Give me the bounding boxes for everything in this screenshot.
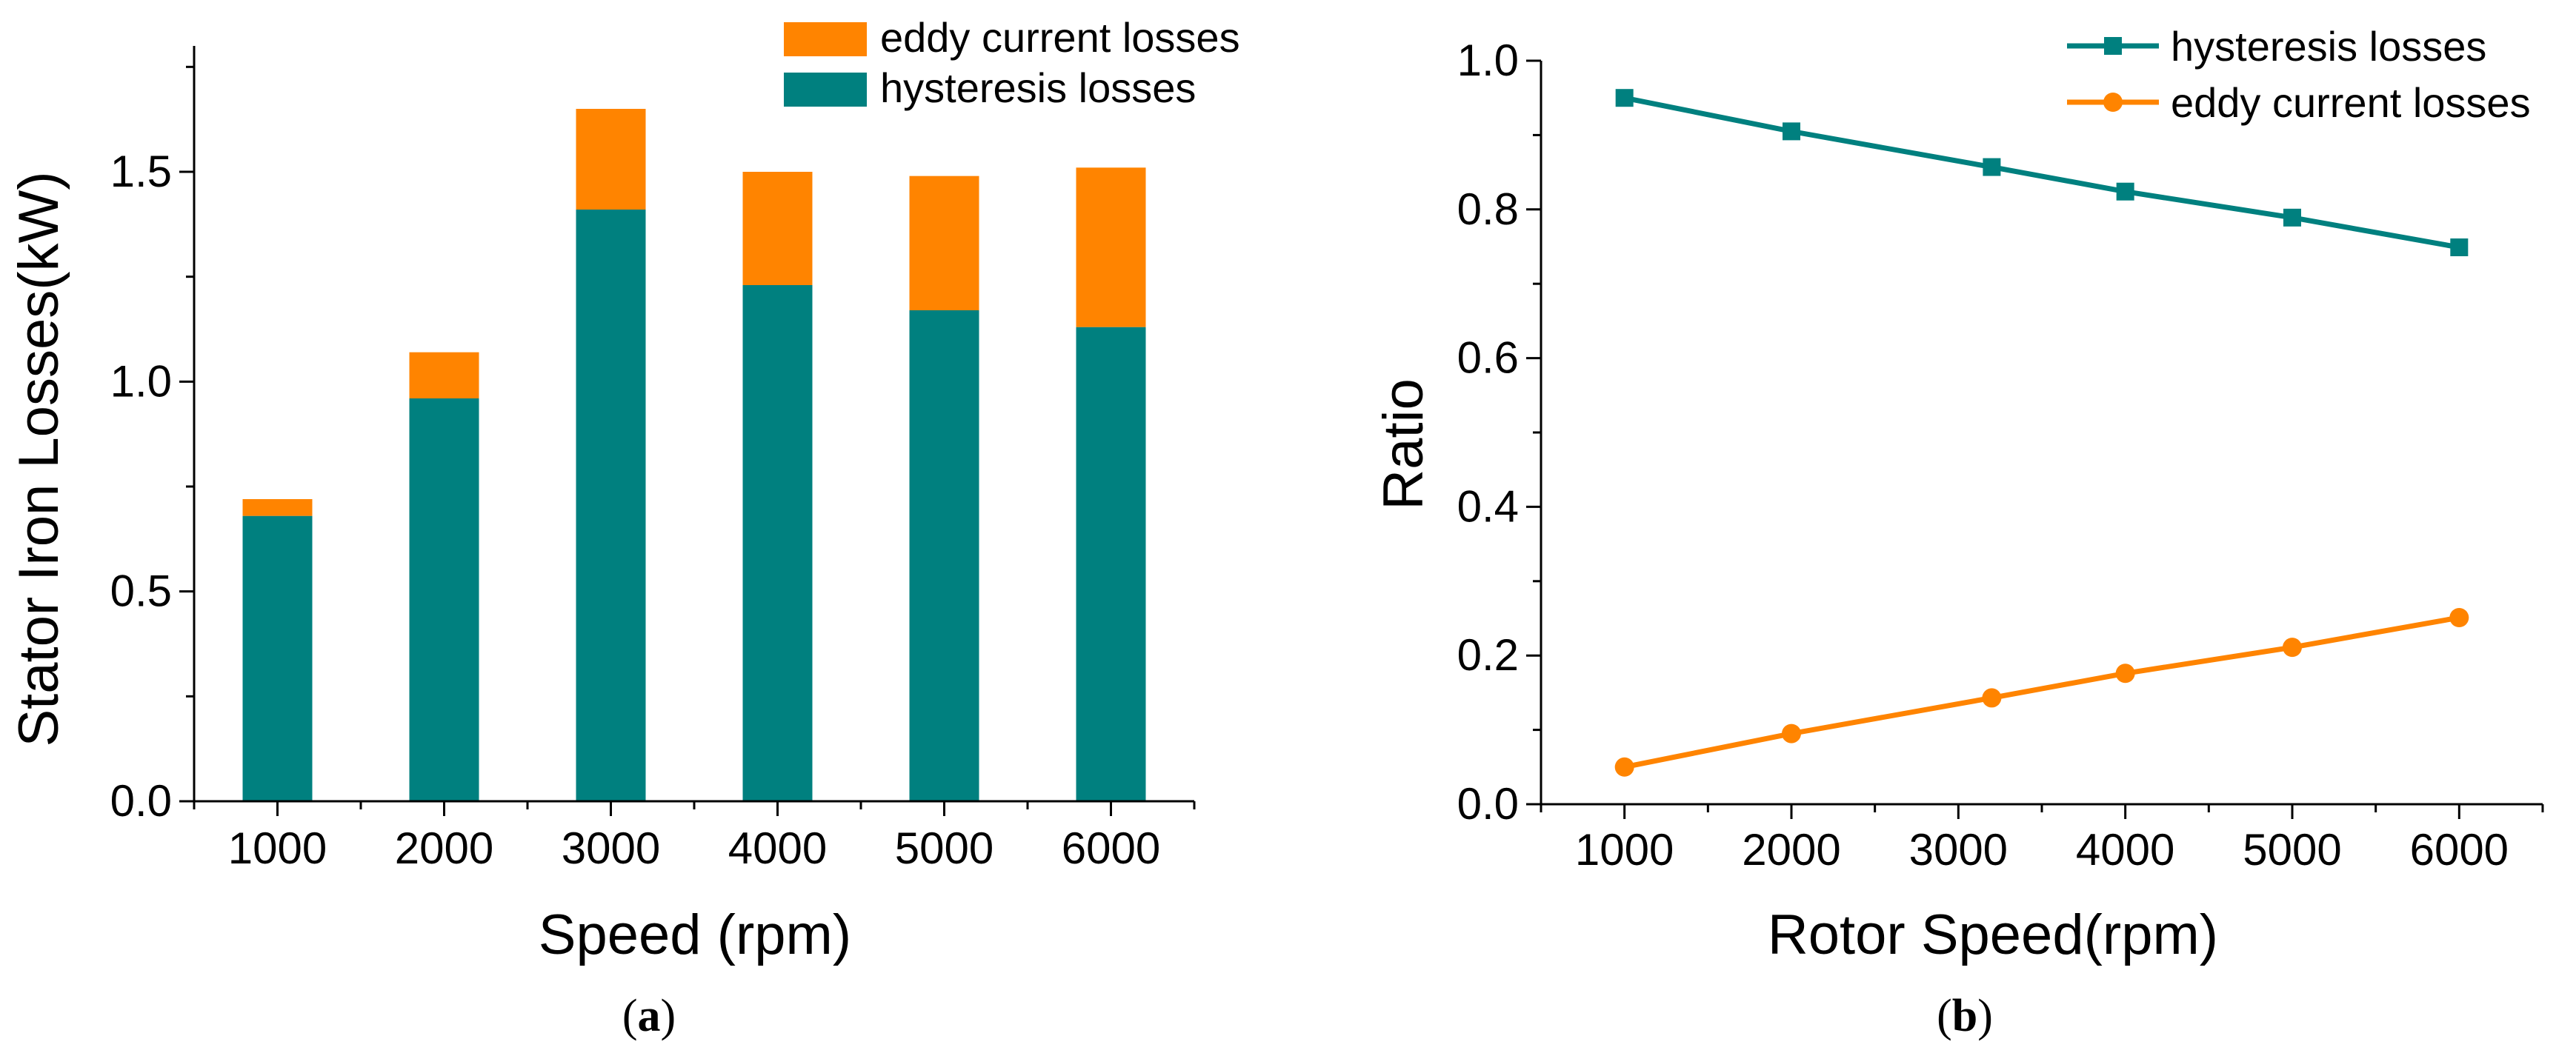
b-y-tick-label: 0.4: [1457, 481, 1519, 531]
a-legend-label-eddy-current-losses: eddy current losses: [880, 14, 1240, 61]
b-line-eddy-current-losses: [1623, 615, 2460, 770]
b-x-axis-title: Rotor Speed(rpm): [1768, 903, 2218, 966]
a-x-tick-label: 3000: [562, 823, 660, 873]
a-bar-hysteresis-losses-5000: [909, 310, 979, 801]
a-bar-eddy-current-losses-2000: [409, 352, 479, 398]
a-bar-eddy-current-losses-6000: [1076, 167, 1146, 327]
a-y-axis-title: Stator Iron Losses(kW): [7, 171, 70, 746]
a-y-tick-label: 1.0: [110, 356, 172, 406]
b-legend-label-hysteresis-losses: hysteresis losses: [2171, 23, 2486, 70]
b-point-hysteresis-losses: [2450, 238, 2469, 257]
b-point-eddy-current-losses: [2115, 664, 2135, 684]
b-y-tick-label: 0.6: [1457, 333, 1519, 383]
a-bar-hysteresis-losses-2000: [409, 398, 479, 801]
a-legend-label-hysteresis-losses: hysteresis losses: [880, 64, 1196, 111]
b-x-tick-label: 3000: [1909, 825, 2008, 875]
a-y-tick-label: 1.5: [110, 147, 172, 196]
b-y-tick-label: 0.0: [1457, 779, 1519, 829]
a-x-tick-label: 5000: [895, 823, 994, 873]
b-axes: [1540, 61, 2543, 806]
b-legend-label-eddy-current-losses: eddy current losses: [2171, 79, 2531, 126]
a-bar-hysteresis-losses-3000: [576, 210, 646, 801]
b-x-tick-label: 4000: [2076, 825, 2174, 875]
b-y-axis-title: Ratio: [1372, 378, 1435, 509]
b-point-eddy-current-losses: [2283, 638, 2302, 658]
a-legend-swatch-hysteresis-losses: [784, 73, 867, 107]
a-y-tick-label: 0.5: [110, 567, 172, 616]
b-point-hysteresis-losses: [2283, 208, 2301, 227]
b-line-hysteresis-losses: [1623, 95, 2460, 250]
b-point-hysteresis-losses: [1783, 122, 1800, 141]
b-point-eddy-current-losses: [1782, 724, 1801, 743]
b-ticks: 0.0 0.2 0.4 0.6 0.8 1.0 1000 2000 3000 4000 5000 60…: [1457, 36, 2544, 875]
b-y-tick-label: 0.2: [1457, 630, 1519, 680]
panel-b-line-chart: 0.0 0.2 0.4 0.6 0.8 1.0 1000 2000 3000 4000 5000 60…: [1372, 23, 2544, 1041]
b-legend: hysteresis losses eddy current losses: [2067, 23, 2531, 126]
a-bar-hysteresis-losses-6000: [1076, 327, 1146, 802]
a-legend-swatch-eddy-current-losses: [784, 22, 867, 56]
b-x-tick-label: 5000: [2243, 825, 2341, 875]
b-legend-marker-hysteresis-losses: [2104, 37, 2122, 55]
a-x-axis-title: Speed (rpm): [539, 903, 851, 966]
b-lines: [1614, 89, 2469, 777]
b-legend-marker-eddy-current-losses: [2103, 93, 2123, 112]
b-point-hysteresis-losses: [1983, 158, 2001, 176]
b-panel-label-letter: b: [1952, 991, 1977, 1041]
a-bar-hysteresis-losses-1000: [242, 515, 313, 801]
a-ticks: 0.0 0.5 1.0 1.5 1000 2000 3000 4000 5000 6000: [110, 65, 1196, 873]
a-x-tick-label: 4000: [728, 823, 827, 873]
a-panel-label: (a): [622, 991, 676, 1041]
b-point-eddy-current-losses: [2449, 607, 2469, 627]
a-bar-eddy-current-losses-3000: [576, 109, 646, 210]
a-bar-eddy-current-losses-1000: [242, 499, 313, 516]
a-x-tick-label: 1000: [228, 823, 327, 873]
a-bar-eddy-current-losses-4000: [742, 172, 813, 285]
b-y-tick-label: 0.8: [1457, 184, 1519, 234]
a-y-tick-label: 0.0: [110, 776, 172, 826]
a-x-tick-label: 6000: [1062, 823, 1160, 873]
b-x-tick-label: 2000: [1742, 825, 1840, 875]
a-bar-eddy-current-losses-5000: [909, 176, 979, 310]
a-axes: [193, 46, 1194, 803]
b-x-tick-label: 1000: [1575, 825, 1674, 875]
b-point-hysteresis-losses: [1615, 89, 1634, 107]
b-y-tick-label: 1.0: [1457, 36, 1519, 85]
b-x-tick-label: 6000: [2410, 825, 2509, 875]
panel-a-stacked-bar-chart: 0.0 0.5 1.0 1.5 1000 2000 3000 4000 5000 6000 Sta…: [7, 14, 1240, 1041]
b-point-hysteresis-losses: [2116, 182, 2134, 201]
b-point-eddy-current-losses: [1614, 757, 1634, 777]
a-bars: [242, 109, 1146, 802]
a-x-tick-label: 2000: [395, 823, 493, 873]
b-panel-label: (b): [1937, 991, 1993, 1041]
a-bar-hysteresis-losses-4000: [742, 285, 813, 801]
a-panel-label-letter: a: [638, 991, 661, 1041]
b-point-eddy-current-losses: [1982, 688, 2002, 708]
